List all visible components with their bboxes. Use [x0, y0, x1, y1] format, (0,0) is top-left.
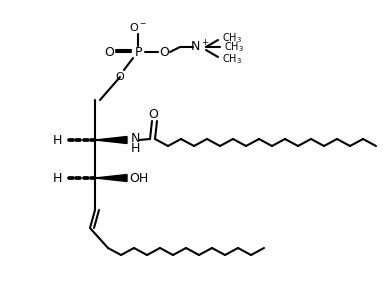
Text: CH$_3$: CH$_3$ — [222, 52, 242, 66]
Text: OH: OH — [129, 172, 149, 184]
Polygon shape — [95, 174, 127, 182]
Text: O$^-$: O$^-$ — [129, 21, 147, 33]
Text: O: O — [104, 46, 114, 58]
Text: H: H — [52, 172, 62, 184]
Text: O: O — [159, 46, 169, 58]
Text: O: O — [148, 109, 158, 121]
Text: N: N — [130, 133, 140, 146]
Text: H: H — [130, 141, 140, 154]
Text: P: P — [134, 46, 142, 58]
Text: O: O — [116, 72, 124, 82]
Text: CH$_3$: CH$_3$ — [224, 40, 244, 54]
Text: N$^+$: N$^+$ — [190, 39, 210, 55]
Polygon shape — [95, 137, 127, 144]
Text: CH$_3$: CH$_3$ — [222, 31, 242, 45]
Text: H: H — [52, 133, 62, 146]
